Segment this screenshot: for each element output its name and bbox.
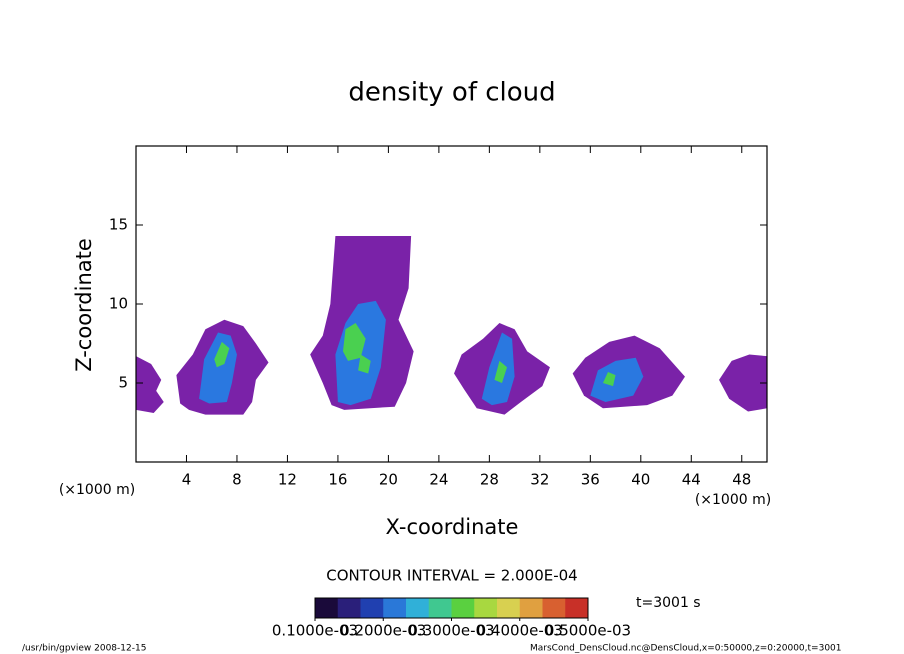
contour-region <box>358 354 371 374</box>
footer-left: /usr/bin/gpview 2008-12-15 <box>22 644 146 654</box>
contour-region <box>136 356 164 414</box>
contour-region <box>719 354 767 412</box>
x-tick-label: 40 <box>631 471 650 489</box>
x-tick-label: 44 <box>682 471 701 489</box>
x-axis-label: X-coordinate <box>386 515 519 539</box>
colorbar-cell <box>360 598 384 618</box>
x-tick-label: 20 <box>379 471 398 489</box>
x-tick-label: 16 <box>328 471 347 489</box>
x-tick-label: 32 <box>530 471 549 489</box>
colorbar-tick-label: 0.4000e-03 <box>477 622 563 640</box>
contour-region <box>214 341 230 368</box>
x-tick-label: 4 <box>182 471 192 489</box>
colorbar-cell <box>451 598 475 618</box>
colorbar-cell <box>565 598 589 618</box>
contour-interval: CONTOUR INTERVAL = 2.000E-04 <box>326 567 577 585</box>
x-tick-label: 28 <box>480 471 499 489</box>
colorbar-cell <box>542 598 566 618</box>
colorbar-tick-label: 0.2000e-03 <box>340 622 426 640</box>
y-tick-label: 5 <box>118 374 128 392</box>
x-tick-label: 12 <box>278 471 297 489</box>
colorbar-cell <box>519 598 543 618</box>
y-axis-label: Z-coordinate <box>72 238 96 372</box>
colorbar-cell <box>406 598 430 618</box>
contour-region <box>602 371 616 387</box>
x-tick-label: 36 <box>581 471 600 489</box>
colorbar-cell <box>383 598 407 618</box>
x-tick-label: 48 <box>732 471 751 489</box>
colorbar-cell <box>315 598 339 618</box>
x-unit-label: (×1000 m) <box>695 492 771 508</box>
colorbar-tick-label: 0.3000e-03 <box>408 622 494 640</box>
colorbar-cell <box>428 598 452 618</box>
time-label: t=3001 s <box>636 595 701 611</box>
colorbar-tick-label: 0.5000e-03 <box>545 622 631 640</box>
colorbar-tick-label: 0.1000e-03 <box>272 622 358 640</box>
y-tick-label: 15 <box>109 216 128 234</box>
colorbar-cell <box>474 598 498 618</box>
contour-region <box>342 322 366 361</box>
y-tick-label: 10 <box>109 295 128 313</box>
x-unit-label: (×1000 m) <box>59 482 135 498</box>
chart-title: density of cloud <box>348 78 555 108</box>
contour-region <box>590 357 644 402</box>
footer-right: MarsCond_DensCloud.nc@DensCloud,x=0:5000… <box>530 644 842 654</box>
x-tick-label: 24 <box>429 471 448 489</box>
x-tick-label: 8 <box>232 471 242 489</box>
colorbar-cell <box>497 598 521 618</box>
colorbar-cell <box>337 598 361 618</box>
contour-region <box>494 360 508 383</box>
